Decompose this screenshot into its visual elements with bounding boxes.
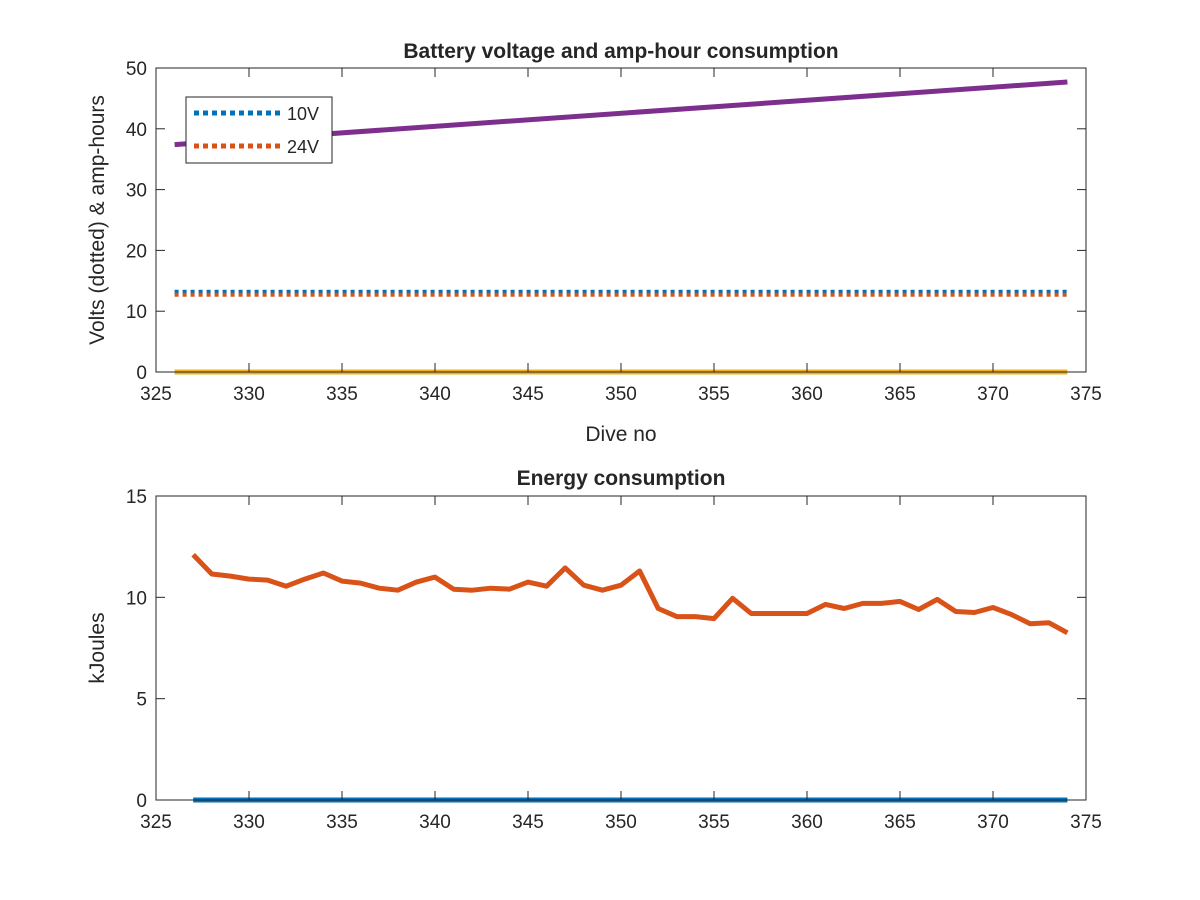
y-tick-label: 10: [126, 302, 147, 323]
y-tick-label: 0: [136, 363, 147, 384]
x-tick-label: 365: [884, 812, 916, 833]
x-tick-label: 375: [1070, 812, 1102, 833]
x-tick-label: 335: [326, 384, 358, 405]
chart-title: Energy consumption: [517, 467, 726, 490]
legend-label-10v: 10V: [287, 104, 319, 124]
x-tick-label: 345: [512, 812, 544, 833]
x-tick-label: 335: [326, 812, 358, 833]
y-tick-label: 5: [136, 690, 147, 711]
x-tick-label: 355: [698, 812, 730, 833]
y-axis-label: Volts (dotted) & amp-hours: [86, 95, 109, 345]
legend-label-24v: 24V: [287, 137, 319, 157]
x-tick-label: 365: [884, 384, 916, 405]
x-tick-label: 340: [419, 812, 451, 833]
x-tick-label: 360: [791, 812, 823, 833]
x-tick-label: 350: [605, 812, 637, 833]
y-axis-label: kJoules: [86, 612, 109, 683]
y-tick-label: 10: [126, 588, 147, 609]
x-tick-label: 325: [140, 812, 172, 833]
x-tick-label: 370: [977, 812, 1009, 833]
voltage-amphour-chart: 325 330 335 340 345 350 355 360 365 370 375 0 10 20 30…: [86, 40, 1102, 446]
axes: 325 330 335 340 345 350 355 360 365 370 375 0 10 20 30…: [126, 59, 1102, 405]
x-tick-label: 330: [233, 812, 265, 833]
x-tick-label: 375: [1070, 384, 1102, 405]
x-tick-label: 340: [419, 384, 451, 405]
x-tick-label: 345: [512, 384, 544, 405]
y-tick-label: 20: [126, 241, 147, 262]
x-tick-label: 330: [233, 384, 265, 405]
legend: 10V 24V: [185, 96, 333, 164]
axes: 325 330 335 340 345 350 355 360 365 370 375 0 5 10 15: [126, 487, 1102, 833]
x-tick-label: 370: [977, 384, 1009, 405]
series-line-1: [191, 553, 1069, 635]
y-tick-label: 40: [126, 120, 147, 141]
energy-consumption-chart: 325 330 335 340 345 350 355 360 365 370 375051015 …: [86, 467, 1102, 833]
x-tick-label: 355: [698, 384, 730, 405]
y-tick-label: 50: [126, 59, 147, 80]
y-tick-label: 0: [136, 791, 147, 812]
plot-area: [156, 496, 1086, 800]
x-tick-label: 360: [791, 384, 823, 405]
y-tick-label: 30: [126, 181, 147, 202]
x-axis-label: Dive no: [585, 423, 656, 446]
legend-box: [185, 96, 333, 164]
x-tick-label: 350: [605, 384, 637, 405]
chart-title: Battery voltage and amp-hour consumption: [403, 40, 838, 63]
y-tick-label: 15: [126, 487, 147, 508]
x-tick-label: 325: [140, 384, 172, 405]
